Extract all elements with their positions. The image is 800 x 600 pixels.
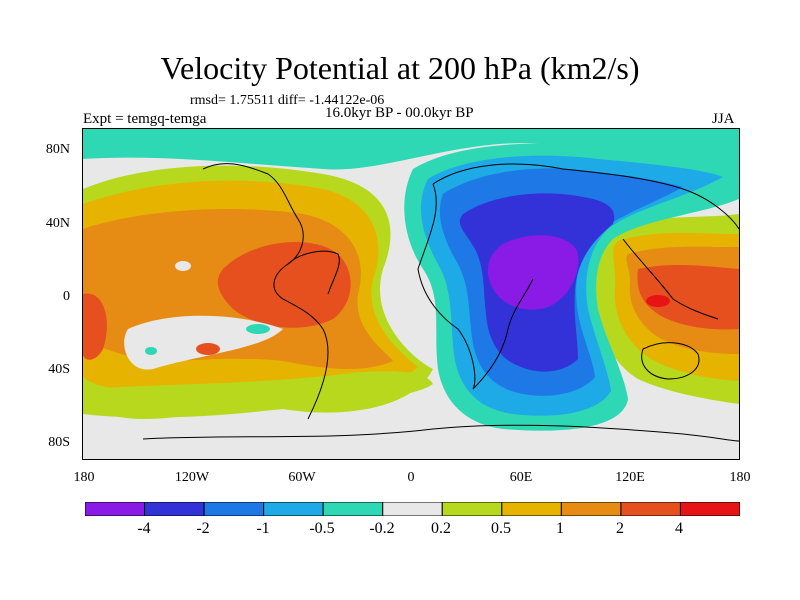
- lon-label-60e: 60E: [509, 470, 533, 485]
- period-label: 16.0kyr BP - 00.0kyr BP: [325, 105, 474, 121]
- australia-coast: [641, 342, 700, 380]
- north-cyan-band: [83, 129, 739, 170]
- americas-coast: [202, 163, 329, 420]
- lat-label-40n: 40N: [45, 216, 70, 231]
- asia-south-coast: [622, 238, 719, 320]
- lon-label-120w: 120W: [174, 470, 210, 485]
- lat-label-80s: 80S: [48, 435, 70, 450]
- south-green-band: [83, 371, 433, 418]
- colorbar-swatch-0: [84, 501, 146, 517]
- colorbar-swatch-3: [263, 501, 324, 517]
- colorbar-swatch-9: [620, 501, 681, 517]
- colorbar-swatch-4: [322, 501, 384, 517]
- west-edge-red: [83, 293, 107, 360]
- cyan-blob-2: [145, 347, 157, 355]
- eurasia-coast: [432, 163, 739, 230]
- antarctica-coast: [142, 424, 739, 442]
- south-pacific-neutral: [124, 315, 283, 370]
- red-blob-south: [196, 343, 220, 355]
- colorbar-swatch-8: [560, 501, 622, 517]
- colorbar-svg: [84, 501, 741, 517]
- map-svg: [83, 129, 739, 459]
- coastlines: [142, 163, 739, 442]
- americas-red-core: [217, 242, 351, 328]
- colorbar-label-m1: -1: [256, 520, 270, 537]
- maritime-deep-red: [646, 295, 670, 307]
- colorbar-label-m2: -2: [196, 520, 210, 537]
- stats-label: rmsd= 1.75511 diff= -1.44122e-06: [190, 93, 385, 108]
- colorbar-swatch-6: [441, 501, 503, 517]
- lat-label-80n: 80N: [45, 142, 70, 157]
- lon-label-180w: 180: [73, 470, 95, 485]
- lat-label-0: 0: [63, 289, 70, 304]
- lat-label-40s: 40S: [48, 362, 70, 377]
- africa-purple-core: [487, 235, 579, 310]
- colorbar-label-4: 4: [675, 520, 683, 537]
- colorbar-swatch-1: [144, 501, 205, 517]
- lon-label-60w: 60W: [288, 470, 316, 485]
- velocity-potential-map: [82, 128, 740, 460]
- colorbar-label-m4: -4: [137, 520, 151, 537]
- colorbar-label-02: 0.2: [431, 520, 451, 537]
- colorbar-swatch-5: [382, 501, 443, 517]
- africa-west-coast: [417, 183, 476, 390]
- colorbar-label-m02: -0.2: [369, 520, 395, 537]
- season-label: JJA: [712, 111, 735, 127]
- colorbar-label-2: 2: [616, 520, 624, 537]
- colorbar-swatch-7: [501, 501, 562, 517]
- maritime-red-region: [637, 264, 739, 330]
- colorbar-label-1: 1: [556, 520, 564, 537]
- colorbar: [84, 501, 741, 517]
- neutral-blob-1: [175, 261, 191, 271]
- central-america-coast: [287, 250, 340, 295]
- lon-label-120e: 120E: [615, 470, 645, 485]
- plot-title: Velocity Potential at 200 hPa (km2/s): [160, 50, 640, 86]
- colorbar-swatch-2: [203, 501, 265, 517]
- africa-east-coast: [472, 278, 534, 390]
- lon-label-180e: 180: [729, 470, 751, 485]
- cyan-blob-1: [246, 324, 270, 334]
- colorbar-label-05: 0.5: [491, 520, 511, 537]
- experiment-label: Expt = temgq-temga: [83, 111, 207, 127]
- colorbar-label-m05: -0.5: [309, 520, 335, 537]
- colorbar-swatch-10: [679, 501, 741, 517]
- lon-label-0: 0: [407, 470, 415, 485]
